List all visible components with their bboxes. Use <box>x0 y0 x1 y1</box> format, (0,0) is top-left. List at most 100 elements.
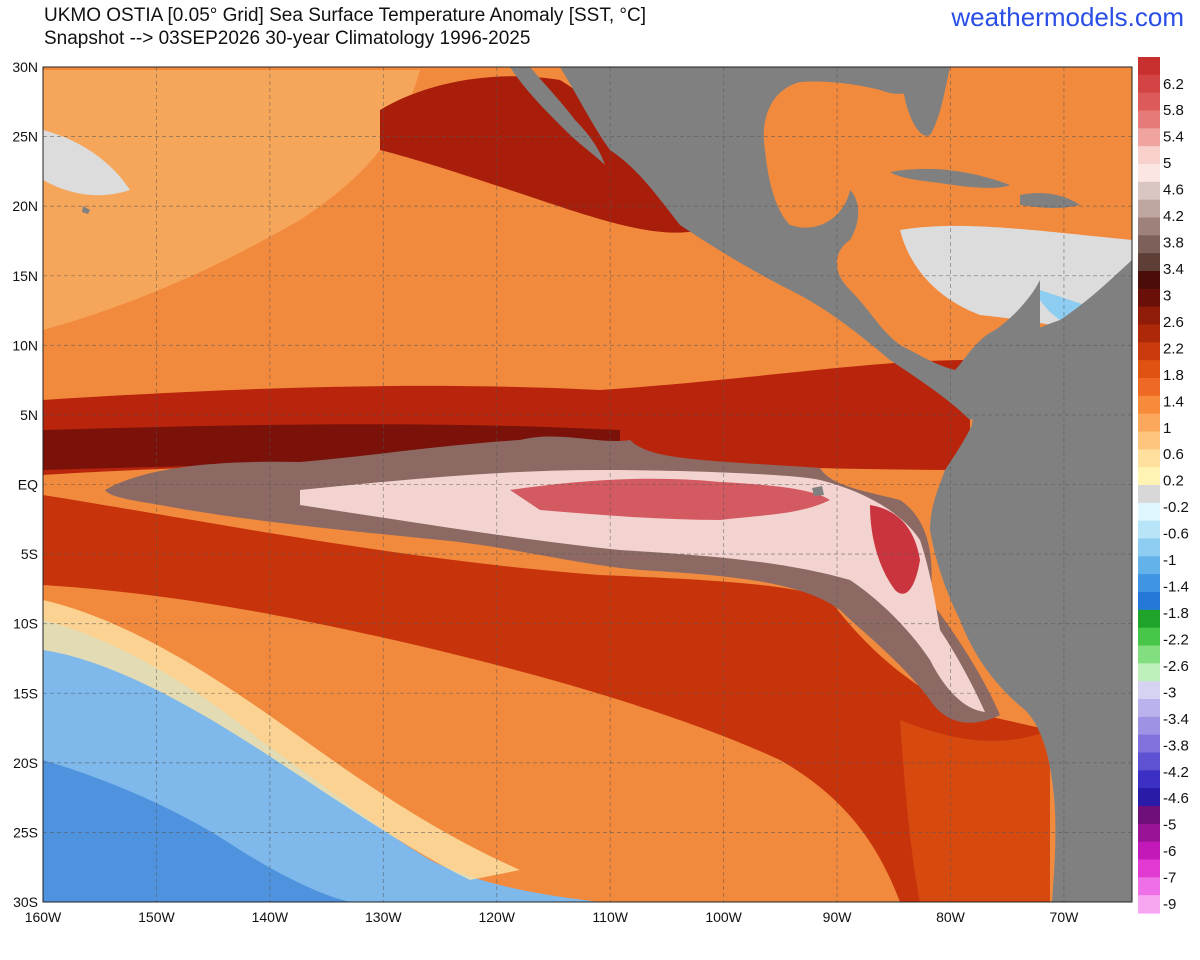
colorbar-swatch <box>1138 253 1160 272</box>
colorbar-swatch <box>1138 841 1160 861</box>
latitude-label: 10S <box>13 616 38 632</box>
colorbar-label: -9 <box>1163 896 1176 913</box>
colorbar-swatch <box>1138 716 1160 736</box>
colorbar-label: 5 <box>1163 155 1171 172</box>
equatorial-anomaly-peak <box>510 478 830 520</box>
colorbar-swatch <box>1138 699 1160 718</box>
colorbar-label: 1.4 <box>1163 393 1184 410</box>
map-subtitle: Snapshot --> 03SEP2026 30-year Climatolo… <box>44 28 531 49</box>
colorbar-label: -6 <box>1163 843 1176 860</box>
colorbar-label: 3.8 <box>1163 235 1184 252</box>
colorbar-label: -2.2 <box>1163 631 1189 648</box>
colorbar-swatch <box>1138 235 1160 254</box>
colorbar-label: -3 <box>1163 684 1176 701</box>
colorbar-label: -4.2 <box>1163 764 1189 781</box>
latitude-label: EQ <box>18 477 38 493</box>
colorbar-label: 1.8 <box>1163 367 1184 384</box>
longitude-label: 140W <box>252 909 289 925</box>
longitude-label: 100W <box>705 909 742 925</box>
colorbar-label: 0.6 <box>1163 446 1184 463</box>
colorbar-label: -0.6 <box>1163 526 1189 543</box>
land-hawaii <box>82 206 90 214</box>
colorbar-swatch <box>1138 663 1160 682</box>
colorbar-label: 2.6 <box>1163 314 1184 331</box>
colorbar-swatch <box>1138 788 1160 807</box>
colorbar-label: -1.4 <box>1163 579 1189 596</box>
colorbar-swatch <box>1138 110 1160 129</box>
land-mexico-central-america <box>560 67 1040 420</box>
colorbar-label: 1 <box>1163 420 1171 437</box>
neutral-patches-north <box>43 130 130 196</box>
colorbar-swatch <box>1138 752 1160 771</box>
longitude-label: 160W <box>25 909 62 925</box>
latitude-label: 30N <box>12 59 38 75</box>
land-cuba <box>890 168 1010 188</box>
colorbar-label: 6.2 <box>1163 76 1184 93</box>
longitude-label: 150W <box>138 909 175 925</box>
colorbar-swatch <box>1138 859 1160 878</box>
colorbar-label: 2.2 <box>1163 340 1184 357</box>
latitude-label: 25N <box>12 129 38 145</box>
brand-logo-text[interactable]: weathermodels.com <box>951 2 1184 32</box>
land-florida <box>900 67 950 136</box>
colorbar: 6.2 5.8 5.4 5 4.6 4.2 3.8 3.4 3 2.6 2.2 1.8 1.4 1 0.6 0… <box>1138 57 1189 914</box>
neutral-band-southwest <box>43 600 520 880</box>
map-frame <box>42 66 1133 903</box>
colorbar-swatch <box>1138 734 1160 754</box>
colorbar-label: -0.2 <box>1163 499 1189 516</box>
warm-band-east-coast-south <box>900 720 1050 902</box>
longitude-label: 90W <box>823 909 853 925</box>
colorbar-swatch <box>1138 895 1160 914</box>
longitude-label: 110W <box>592 909 628 925</box>
colorbar-label: -7 <box>1163 870 1176 887</box>
land-galapagos <box>812 486 824 496</box>
colorbar-swatch <box>1138 877 1160 896</box>
longitude-label: 120W <box>478 909 515 925</box>
equatorial-anomaly-core <box>300 470 985 712</box>
strong-warm-baja <box>380 76 700 233</box>
colorbar-swatch <box>1138 378 1160 397</box>
colorbar-swatch <box>1138 199 1160 219</box>
colorbar-label: -4.6 <box>1163 790 1189 807</box>
colorbar-swatch <box>1138 360 1160 379</box>
colorbar-swatch <box>1138 164 1160 183</box>
latitude-label: 15N <box>12 268 38 284</box>
land-hispaniola <box>1020 193 1080 209</box>
cool-anomaly-southwest-deep <box>43 760 350 902</box>
colorbar-label: 3 <box>1163 287 1171 304</box>
colorbar-label: 5.4 <box>1163 129 1184 146</box>
colorbar-swatch <box>1138 306 1160 326</box>
peru-coast-anomaly-peak <box>870 505 920 594</box>
latitude-label: 5N <box>20 407 38 423</box>
colorbar-swatch <box>1138 324 1160 343</box>
colorbar-label: -1.8 <box>1163 605 1189 622</box>
colorbar-swatch <box>1138 431 1160 450</box>
latitude-labels: 30N 25N 20N 15N 10N 5N EQ 5S 10S 15S 20S 25S 30S <box>12 59 38 910</box>
latitude-label: 10N <box>12 337 38 353</box>
colorbar-swatch <box>1138 92 1160 112</box>
colorbar-swatch <box>1138 574 1160 593</box>
land-baja-peninsula <box>510 67 605 165</box>
colorbar-swatch <box>1138 823 1160 843</box>
warm-moderate-north <box>43 70 420 330</box>
colorbar-swatch <box>1138 770 1160 789</box>
colorbar-label: 4.6 <box>1163 182 1184 199</box>
latitude-label: 15S <box>13 685 38 701</box>
colorbar-swatch <box>1138 645 1160 664</box>
colorbar-swatch <box>1138 520 1160 540</box>
colorbar-swatch <box>1138 181 1160 201</box>
latitude-label: 30S <box>13 894 38 910</box>
colorbar-swatch <box>1138 806 1160 825</box>
latitude-label: 20S <box>13 755 38 771</box>
colorbar-label: -5 <box>1163 817 1176 834</box>
colorbar-swatch <box>1138 342 1160 361</box>
colorbar-swatch <box>1138 467 1160 486</box>
colorbar-swatch <box>1138 592 1160 611</box>
colorbar-swatch <box>1138 74 1160 94</box>
colorbar-swatch <box>1138 538 1160 557</box>
colorbar-swatch <box>1138 57 1160 76</box>
colorbar-label: -1 <box>1163 552 1176 569</box>
colorbar-label: -3.8 <box>1163 737 1189 754</box>
latitude-label: 20N <box>12 198 38 214</box>
colorbar-label: -2.6 <box>1163 658 1189 675</box>
